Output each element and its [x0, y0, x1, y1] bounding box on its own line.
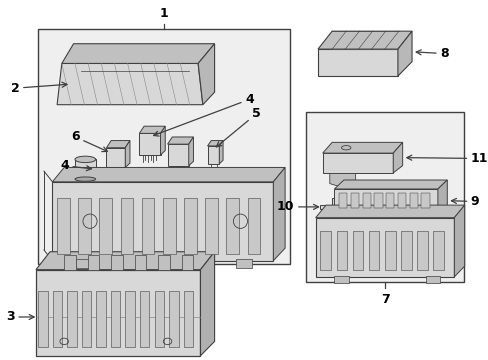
- Polygon shape: [139, 126, 165, 134]
- Bar: [96, 291, 106, 347]
- Bar: [421, 193, 429, 208]
- Bar: [386, 193, 394, 208]
- Bar: [64, 255, 76, 270]
- Bar: [140, 291, 149, 347]
- Text: 6: 6: [71, 130, 107, 152]
- Bar: [384, 231, 395, 270]
- Bar: [158, 255, 170, 270]
- Text: 2: 2: [11, 82, 67, 95]
- Bar: [134, 255, 146, 270]
- Polygon shape: [317, 49, 397, 76]
- Bar: [205, 198, 218, 253]
- Polygon shape: [36, 252, 214, 270]
- Text: 4: 4: [153, 93, 253, 136]
- Bar: [397, 193, 406, 208]
- Bar: [38, 30, 289, 264]
- Bar: [247, 198, 260, 253]
- Polygon shape: [322, 142, 402, 153]
- Bar: [182, 255, 193, 270]
- Bar: [75, 159, 96, 179]
- Text: 7: 7: [380, 293, 388, 306]
- Bar: [350, 193, 358, 208]
- Bar: [368, 231, 379, 270]
- Text: 1: 1: [160, 8, 168, 21]
- Bar: [235, 259, 252, 268]
- Polygon shape: [61, 44, 214, 63]
- Bar: [106, 148, 125, 167]
- Polygon shape: [334, 189, 437, 212]
- Bar: [336, 231, 346, 270]
- Bar: [142, 198, 154, 253]
- Polygon shape: [453, 205, 464, 277]
- Bar: [38, 291, 48, 347]
- Bar: [76, 259, 92, 268]
- Bar: [334, 276, 348, 283]
- Polygon shape: [397, 31, 411, 76]
- Text: 4: 4: [60, 159, 91, 172]
- Text: 11: 11: [406, 152, 488, 165]
- Polygon shape: [322, 153, 392, 173]
- Bar: [400, 231, 411, 270]
- Bar: [78, 198, 91, 253]
- Text: 5: 5: [216, 107, 261, 147]
- Bar: [57, 198, 70, 253]
- Bar: [154, 291, 163, 347]
- Polygon shape: [125, 140, 130, 167]
- Bar: [339, 193, 346, 208]
- Bar: [53, 291, 62, 347]
- Bar: [183, 291, 193, 347]
- Polygon shape: [52, 167, 285, 182]
- Polygon shape: [207, 140, 223, 146]
- Ellipse shape: [75, 177, 96, 181]
- Polygon shape: [167, 137, 193, 144]
- Bar: [167, 144, 188, 166]
- Polygon shape: [329, 174, 355, 187]
- Text: 3: 3: [6, 310, 34, 324]
- Polygon shape: [437, 180, 447, 212]
- Polygon shape: [52, 182, 273, 261]
- Bar: [352, 231, 363, 270]
- Bar: [67, 291, 77, 347]
- Bar: [99, 198, 112, 253]
- Polygon shape: [315, 205, 464, 218]
- Bar: [163, 198, 175, 253]
- Polygon shape: [160, 126, 165, 155]
- Polygon shape: [273, 167, 285, 261]
- Bar: [320, 231, 330, 270]
- Bar: [432, 231, 443, 270]
- Ellipse shape: [75, 156, 96, 163]
- Bar: [87, 255, 99, 270]
- Polygon shape: [334, 180, 447, 189]
- Bar: [207, 146, 219, 164]
- Polygon shape: [200, 252, 214, 356]
- Bar: [125, 291, 135, 347]
- Bar: [121, 198, 133, 253]
- Bar: [409, 193, 417, 208]
- Bar: [81, 291, 91, 347]
- Text: 10: 10: [276, 201, 318, 213]
- Text: 8: 8: [415, 47, 448, 60]
- Bar: [111, 255, 122, 270]
- Bar: [111, 291, 120, 347]
- Bar: [416, 231, 427, 270]
- Polygon shape: [392, 142, 402, 173]
- Bar: [226, 198, 239, 253]
- Text: 9: 9: [450, 195, 478, 208]
- Polygon shape: [317, 31, 411, 49]
- Bar: [183, 198, 196, 253]
- Polygon shape: [320, 198, 341, 212]
- Polygon shape: [36, 270, 200, 356]
- Polygon shape: [106, 140, 130, 148]
- Polygon shape: [198, 44, 214, 105]
- Bar: [362, 193, 370, 208]
- Bar: [139, 134, 160, 155]
- Bar: [425, 276, 439, 283]
- Bar: [169, 291, 178, 347]
- Bar: [305, 112, 463, 282]
- Polygon shape: [315, 218, 453, 277]
- Polygon shape: [57, 63, 203, 105]
- Bar: [374, 193, 382, 208]
- Polygon shape: [219, 140, 223, 164]
- Polygon shape: [188, 137, 193, 166]
